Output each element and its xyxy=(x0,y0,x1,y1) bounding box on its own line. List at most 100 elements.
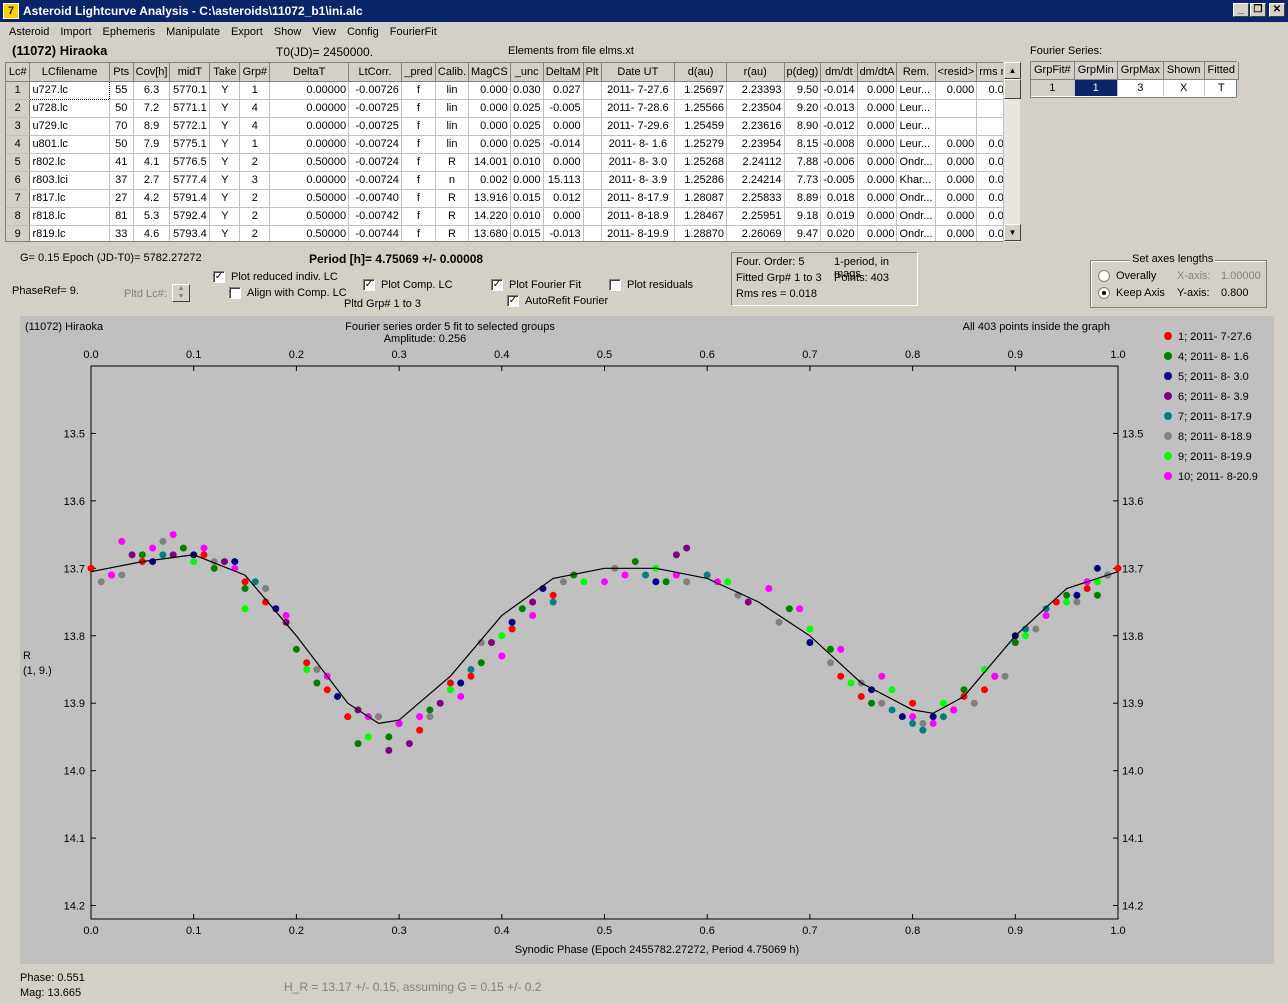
checkbox-checked-icon[interactable]: ✓ xyxy=(213,271,225,283)
table-cell[interactable]: Ondr... xyxy=(896,207,936,226)
table-cell[interactable] xyxy=(583,171,602,190)
column-header[interactable]: d(au) xyxy=(674,63,727,82)
table-cell[interactable]: 14.220 xyxy=(468,207,511,226)
table-cell[interactable]: -0.008 xyxy=(820,135,858,154)
lightcurve-table[interactable]: Lc# LCfilename Pts Cov[h] midT Take Grp# DeltaT… xyxy=(5,62,1020,242)
menu-asteroid[interactable]: Asteroid xyxy=(9,26,50,38)
table-cell[interactable]: Ondr... xyxy=(896,189,936,208)
lightcurve-chart[interactable]: (11072) Hiraoka Fourier series order 5 f… xyxy=(20,316,1274,964)
checkbox-checked-icon[interactable]: ✓ xyxy=(507,295,519,307)
table-cell[interactable]: 0.000 xyxy=(543,153,584,172)
table-cell[interactable]: 0.015 xyxy=(510,189,544,208)
table-cell[interactable]: -0.006 xyxy=(820,153,858,172)
table-cell[interactable]: lin xyxy=(435,99,470,118)
table-cell[interactable]: f xyxy=(401,153,436,172)
menu-export[interactable]: Export xyxy=(230,26,263,38)
table-cell[interactable]: 2.26069 xyxy=(726,225,785,241)
table-cell[interactable]: 0.000 xyxy=(935,207,978,226)
table-cell[interactable]: 0.000 xyxy=(857,225,898,241)
row-header[interactable]: 8 xyxy=(6,207,31,226)
table-cell[interactable]: 5771.1 xyxy=(169,99,211,118)
table-cell[interactable]: -0.013 xyxy=(820,99,858,118)
scroll-down-icon[interactable]: ▼ xyxy=(1004,224,1021,241)
table-cell[interactable]: u727.lc xyxy=(29,80,110,100)
scroll-thumb[interactable] xyxy=(1004,79,1021,99)
table-cell[interactable]: 13.680 xyxy=(468,225,511,241)
table-cell[interactable]: u801.lc xyxy=(29,135,110,154)
table-cell[interactable]: lin xyxy=(435,117,470,136)
menu-config[interactable]: Config xyxy=(346,26,379,38)
row-header[interactable]: 5 xyxy=(6,153,31,172)
plot-residuals-checkbox[interactable]: Plot residuals xyxy=(609,279,693,291)
table-row[interactable]: 8 r818.lc 81 5.3 5792.4 Y 2 0.50000 -0.00742 f R 14… xyxy=(6,207,1019,226)
table-cell[interactable]: 0.50000 xyxy=(269,153,350,172)
table-cell[interactable]: 27 xyxy=(109,189,134,208)
table-cell[interactable]: 1.25279 xyxy=(674,135,727,154)
table-cell[interactable]: 0.000 xyxy=(935,189,978,208)
table-cell[interactable]: r802.lc xyxy=(29,153,110,172)
lightcurve-plot[interactable]: (11072) Hiraoka Fourier series order 5 f… xyxy=(20,316,1274,964)
scroll-up-icon[interactable]: ▲ xyxy=(1004,62,1021,79)
menu-manipulate[interactable]: Manipulate xyxy=(166,26,220,38)
table-cell[interactable]: 4.2 xyxy=(133,189,171,208)
table-cell[interactable]: 0.000 xyxy=(468,117,511,136)
fourier-cell-grpmin[interactable]: 1 xyxy=(1074,79,1118,96)
table-cell[interactable]: 0.000 xyxy=(857,189,898,208)
table-cell[interactable]: Ondr... xyxy=(896,153,936,172)
table-cell[interactable]: f xyxy=(401,135,436,154)
table-cell[interactable]: f xyxy=(401,99,436,118)
table-cell[interactable]: 0.000 xyxy=(857,171,898,190)
table-cell[interactable]: 1.25268 xyxy=(674,153,727,172)
table-cell[interactable]: -0.00724 xyxy=(348,171,402,190)
column-header[interactable]: Cov[h] xyxy=(133,63,171,82)
table-cell[interactable]: 2.24112 xyxy=(726,153,785,172)
table-cell[interactable]: Y xyxy=(209,189,241,208)
table-cell[interactable]: f xyxy=(401,171,436,190)
fourier-series-table[interactable]: GrpFit# GrpMin GrpMax Shown Fitted 1 1 3… xyxy=(1030,61,1240,98)
table-cell[interactable] xyxy=(583,207,602,226)
table-cell[interactable]: 33 xyxy=(109,225,134,241)
table-cell[interactable]: 0.000 xyxy=(935,171,978,190)
table-cell[interactable]: 0.50000 xyxy=(269,207,350,226)
table-cell[interactable]: Y xyxy=(209,135,241,154)
table-cell[interactable]: 5792.4 xyxy=(169,207,211,226)
table-cell[interactable]: -0.014 xyxy=(820,81,858,100)
table-cell[interactable]: 55 xyxy=(109,81,134,100)
table-cell[interactable]: Khar... xyxy=(896,171,936,190)
table-cell[interactable]: 2011- 8-18.9 xyxy=(601,207,676,226)
table-cell[interactable]: 0.00000 xyxy=(269,135,350,154)
pltd-lc-spinner[interactable]: ▲ ▼ xyxy=(172,284,190,302)
table-cell[interactable]: r817.lc xyxy=(29,189,110,208)
table-cell[interactable]: lin xyxy=(435,135,470,154)
table-cell[interactable]: -0.005 xyxy=(543,99,584,118)
table-cell[interactable]: 0.000 xyxy=(468,135,511,154)
table-cell[interactable]: 5.3 xyxy=(133,207,171,226)
table-cell[interactable]: 2.23954 xyxy=(726,135,785,154)
table-cell[interactable]: 1.25697 xyxy=(674,81,727,100)
table-cell[interactable]: -0.00725 xyxy=(348,99,402,118)
table-cell[interactable]: 50 xyxy=(109,99,134,118)
column-header[interactable]: Calib. xyxy=(435,63,470,82)
table-cell[interactable]: 0.000 xyxy=(935,225,978,241)
table-row[interactable]: 2 u728.lc 50 7.2 5771.1 Y 4 0.00000 -0.00725 f lin… xyxy=(6,99,1019,118)
table-cell[interactable]: f xyxy=(401,207,436,226)
table-cell[interactable]: 4.6 xyxy=(133,225,171,241)
plot-reduced-checkbox[interactable]: ✓ Plot reduced indiv. LC xyxy=(213,271,338,283)
table-cell[interactable]: 0.000 xyxy=(857,81,898,100)
column-header[interactable]: Lc# xyxy=(6,63,31,82)
table-cell[interactable]: 2011- 8- 3.9 xyxy=(601,171,676,190)
table-cell[interactable]: 0.030 xyxy=(510,81,544,100)
table-cell[interactable]: Y xyxy=(209,81,241,100)
column-header[interactable]: DeltaM xyxy=(543,63,584,82)
table-cell[interactable]: 7.88 xyxy=(784,153,822,172)
table-cell[interactable]: -0.005 xyxy=(820,171,858,190)
table-cell[interactable]: 3 xyxy=(239,171,271,190)
table-cell[interactable]: r819.lc xyxy=(29,225,110,241)
table-cell[interactable] xyxy=(583,153,602,172)
table-row[interactable]: 1 u727.lc 55 6.3 5770.1 Y 1 0.00000 -0.00726 f lin… xyxy=(6,80,1019,100)
table-cell[interactable] xyxy=(583,99,602,118)
table-cell[interactable]: 5777.4 xyxy=(169,171,211,190)
checkbox-checked-icon[interactable]: ✓ xyxy=(491,279,503,291)
table-cell[interactable]: 2011- 7-27.6 xyxy=(601,81,676,100)
table-cell[interactable]: Y xyxy=(209,207,241,226)
